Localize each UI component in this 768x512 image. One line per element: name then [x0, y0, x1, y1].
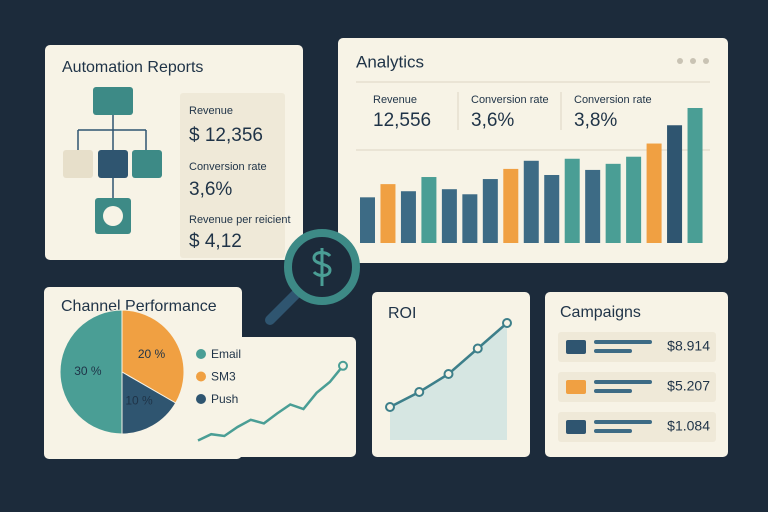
stat-value: 3,8% [574, 110, 617, 131]
roi-point [502, 318, 512, 328]
flow-node [93, 87, 133, 115]
slice-label: 30 % [74, 364, 102, 378]
campaign-bar [594, 420, 652, 424]
bar [421, 177, 437, 243]
stat-label: Revenue [189, 105, 233, 117]
flow-node [132, 150, 162, 178]
stat-value: 3,6% [471, 110, 514, 131]
campaign-icon [566, 380, 586, 394]
campaign-row [558, 372, 716, 402]
bar [667, 125, 683, 243]
campaign-amount: $1.084 [667, 418, 710, 434]
legend-label: Email [211, 347, 241, 361]
campaign-bar [594, 340, 652, 344]
dot [677, 58, 683, 64]
bar [380, 184, 396, 243]
campaign-row [558, 332, 716, 362]
card [188, 337, 356, 457]
stat-label: Revenue [373, 94, 417, 106]
stat-label: Revenue per reicient [189, 214, 291, 226]
bar [400, 191, 416, 243]
bar [544, 174, 560, 243]
stat-value: $ 4,12 [189, 231, 242, 252]
bar [360, 197, 375, 243]
trend-line [197, 365, 344, 442]
roi-point [385, 402, 395, 412]
pie-slice [59, 309, 123, 435]
bar [646, 143, 662, 243]
roi-point [414, 387, 425, 397]
bar [687, 108, 703, 243]
pie-slice [121, 371, 177, 435]
roi-point [472, 343, 483, 354]
bar [585, 169, 601, 243]
dot [690, 58, 696, 64]
stat-value: 3,6% [189, 179, 232, 200]
pie-slice [121, 309, 185, 404]
slice-label: 10 % [125, 394, 153, 408]
trend-end [338, 360, 348, 371]
bar [626, 156, 642, 243]
campaign-bar [594, 429, 632, 433]
card-title: ROI [388, 305, 416, 322]
campaign-bar [594, 380, 652, 384]
bar [523, 160, 539, 243]
card-title: Analytics [356, 52, 424, 71]
legend-swatch [196, 349, 206, 359]
slice-label: 20 % [138, 347, 166, 361]
dot [703, 58, 709, 64]
campaign-amount: $8.914 [667, 338, 710, 354]
bar [564, 158, 580, 243]
bar [441, 189, 457, 243]
campaign-icon [566, 340, 586, 354]
flow-node [63, 150, 93, 178]
stat-label: Conversion rate [574, 94, 652, 106]
campaign-icon [566, 420, 586, 434]
flow-diagram [77, 115, 147, 198]
legend-label: SM3 [211, 370, 236, 384]
stat-value: $ 12,356 [189, 125, 263, 146]
magnifier-handle [265, 287, 303, 325]
flow-node [98, 150, 128, 178]
campaign-bar [594, 389, 632, 393]
legend-swatch [196, 394, 206, 404]
bar [482, 179, 498, 243]
campaign-row [558, 412, 716, 442]
legend-swatch [196, 371, 206, 382]
dollar-icon [103, 206, 123, 226]
bar [462, 194, 478, 243]
stat-label: Conversion rate [189, 161, 267, 173]
legend-label: Push [211, 392, 238, 406]
card-title: Campaigns [560, 304, 641, 321]
bar [503, 168, 519, 243]
card-title: Channel Performance [61, 298, 217, 315]
bar [605, 163, 621, 243]
card-title: Automation Reports [62, 59, 203, 76]
dollar-icon [312, 248, 332, 286]
campaign-bar [594, 349, 632, 353]
stat-label: Conversion rate [471, 94, 549, 106]
roi-point [443, 369, 454, 379]
campaign-amount: $5.207 [667, 378, 710, 394]
stat-panel [180, 93, 285, 258]
stat-value: 12,556 [373, 110, 431, 131]
